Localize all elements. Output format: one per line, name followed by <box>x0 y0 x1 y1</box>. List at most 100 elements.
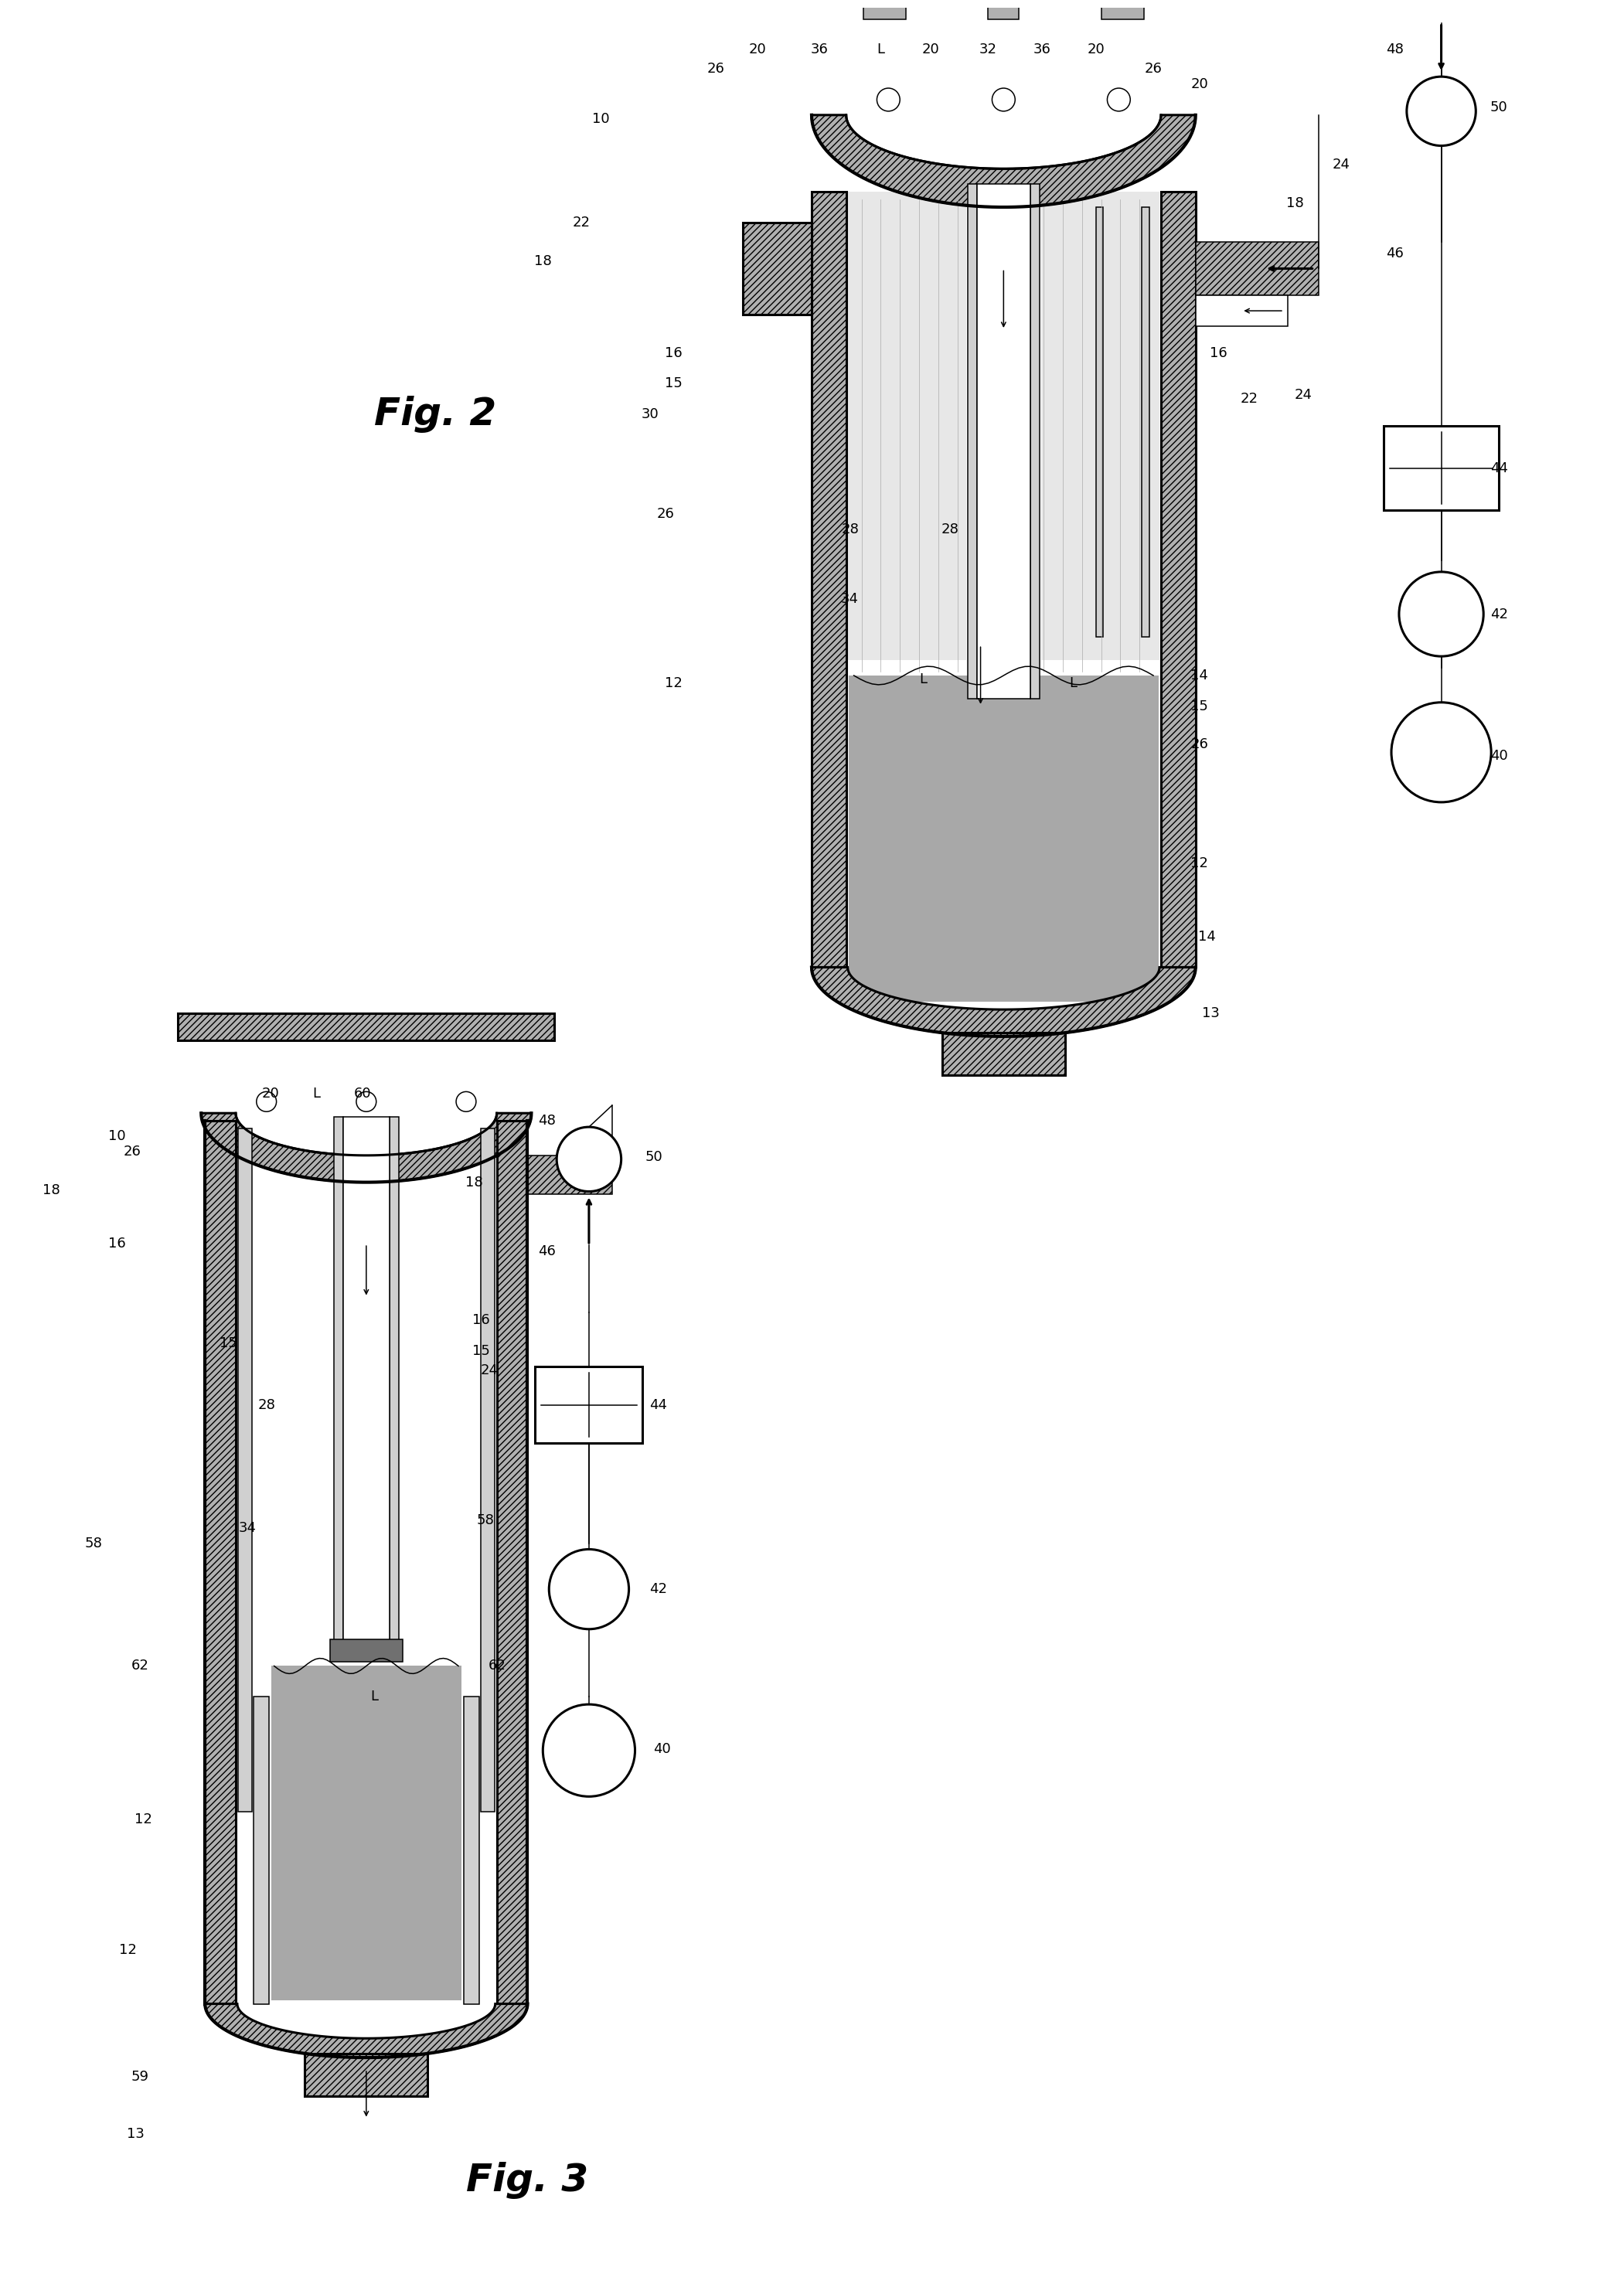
Text: 12: 12 <box>1190 856 1208 870</box>
Polygon shape <box>542 1705 590 1797</box>
Polygon shape <box>271 1667 461 1999</box>
Text: 42: 42 <box>1489 608 1507 622</box>
Circle shape <box>877 89 900 112</box>
Polygon shape <box>343 1118 390 1644</box>
Text: 40: 40 <box>1491 749 1507 763</box>
Text: 24: 24 <box>481 1364 499 1378</box>
Text: 12: 12 <box>120 1942 136 1956</box>
Polygon shape <box>812 191 846 968</box>
Polygon shape <box>862 0 906 18</box>
Text: 15: 15 <box>473 1343 490 1357</box>
Text: 60: 60 <box>354 1086 372 1100</box>
Text: 59: 59 <box>132 2070 149 2083</box>
Polygon shape <box>481 1129 494 1812</box>
Polygon shape <box>536 1366 643 1444</box>
Text: 18: 18 <box>534 255 552 269</box>
Polygon shape <box>942 1031 1065 1075</box>
Text: 10: 10 <box>107 1129 125 1143</box>
Text: 34: 34 <box>239 1521 257 1535</box>
Text: 16: 16 <box>1210 346 1228 360</box>
Text: 36: 36 <box>810 43 828 57</box>
Polygon shape <box>205 2004 528 2058</box>
Text: 20: 20 <box>1190 77 1208 91</box>
Polygon shape <box>253 1696 268 2004</box>
Circle shape <box>992 89 1015 112</box>
Polygon shape <box>239 1129 252 1812</box>
Text: 13: 13 <box>1202 1006 1220 1020</box>
Text: 20: 20 <box>261 1086 279 1100</box>
Polygon shape <box>1195 296 1288 326</box>
Polygon shape <box>1142 207 1150 638</box>
Text: 62: 62 <box>487 1660 505 1674</box>
Circle shape <box>456 1091 476 1111</box>
Polygon shape <box>1161 191 1195 968</box>
Text: 50: 50 <box>1491 100 1507 114</box>
Text: 15: 15 <box>664 376 682 392</box>
Text: 22: 22 <box>1241 392 1259 405</box>
Text: L: L <box>919 672 927 685</box>
Circle shape <box>356 1091 377 1111</box>
Text: 18: 18 <box>1286 196 1304 209</box>
Polygon shape <box>305 2054 427 2095</box>
Text: 24: 24 <box>1294 389 1312 403</box>
Text: 30: 30 <box>641 408 659 421</box>
Polygon shape <box>812 968 1195 1036</box>
Text: 48: 48 <box>1387 43 1405 57</box>
Text: 26: 26 <box>706 61 724 75</box>
Text: 28: 28 <box>258 1398 276 1412</box>
Polygon shape <box>1041 191 1160 660</box>
Circle shape <box>257 1091 276 1111</box>
Polygon shape <box>1406 77 1440 146</box>
Text: 28: 28 <box>841 524 859 537</box>
Polygon shape <box>848 676 1158 1002</box>
Polygon shape <box>1031 184 1039 699</box>
Text: 36: 36 <box>1033 43 1051 57</box>
Text: 16: 16 <box>473 1314 490 1327</box>
Polygon shape <box>330 1639 403 1662</box>
Text: 16: 16 <box>107 1236 125 1250</box>
Circle shape <box>1392 701 1491 802</box>
Polygon shape <box>812 116 1195 207</box>
Polygon shape <box>968 184 976 699</box>
Circle shape <box>1398 572 1483 656</box>
Text: 44: 44 <box>650 1398 667 1412</box>
Text: 26: 26 <box>1190 738 1208 751</box>
Circle shape <box>549 1548 628 1628</box>
Text: 15: 15 <box>1190 699 1208 713</box>
Text: 14: 14 <box>1199 929 1216 943</box>
Text: 18: 18 <box>42 1184 60 1198</box>
Text: 50: 50 <box>645 1150 663 1164</box>
Text: 58: 58 <box>476 1514 494 1528</box>
Circle shape <box>542 1705 635 1797</box>
Text: L: L <box>1069 676 1077 690</box>
Text: 44: 44 <box>1489 462 1507 476</box>
Text: 20: 20 <box>922 43 939 57</box>
Polygon shape <box>205 1120 235 2004</box>
Text: 24: 24 <box>1333 157 1350 171</box>
Text: L: L <box>312 1086 320 1100</box>
Polygon shape <box>464 1696 479 2004</box>
Text: 62: 62 <box>132 1660 148 1674</box>
Text: 40: 40 <box>653 1742 671 1756</box>
Text: 20: 20 <box>749 43 767 57</box>
Text: 26: 26 <box>1145 61 1163 75</box>
Circle shape <box>1108 89 1130 112</box>
Polygon shape <box>179 1013 554 1041</box>
Text: 22: 22 <box>572 216 590 230</box>
Text: 16: 16 <box>664 346 682 360</box>
Text: 48: 48 <box>538 1113 555 1127</box>
Text: 28: 28 <box>940 524 958 537</box>
Polygon shape <box>497 1120 528 2004</box>
Text: 14: 14 <box>1190 669 1208 683</box>
Text: 15: 15 <box>219 1337 237 1350</box>
Text: L: L <box>877 43 885 57</box>
Polygon shape <box>557 1127 590 1191</box>
Circle shape <box>557 1127 622 1191</box>
Text: 18: 18 <box>464 1175 482 1189</box>
Polygon shape <box>1384 426 1499 510</box>
Polygon shape <box>335 1118 343 1644</box>
Text: 26: 26 <box>123 1145 141 1159</box>
Polygon shape <box>848 191 966 660</box>
Text: L: L <box>370 1690 378 1703</box>
Text: 26: 26 <box>656 508 674 521</box>
